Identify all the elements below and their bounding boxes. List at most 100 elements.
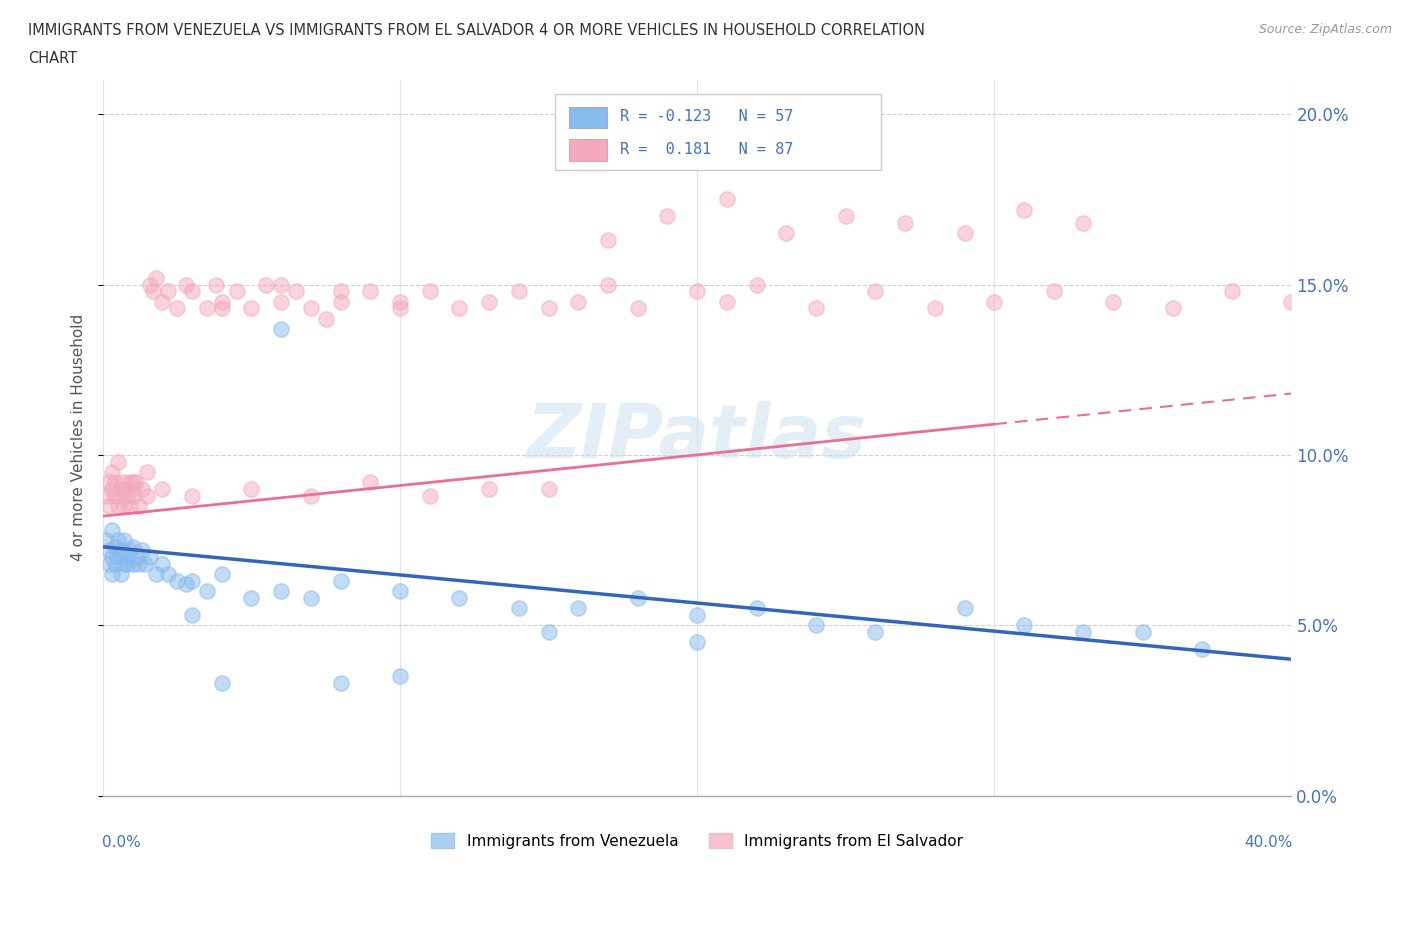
Point <box>121 482 143 497</box>
Point <box>270 584 292 599</box>
Point <box>112 556 135 571</box>
Point <box>1073 625 1095 640</box>
Point <box>657 209 679 224</box>
Text: R =  0.181   N = 87: R = 0.181 N = 87 <box>620 142 793 157</box>
Point <box>174 277 197 292</box>
Point <box>240 301 263 316</box>
Point <box>299 591 322 605</box>
Point <box>211 301 233 316</box>
Point <box>94 533 117 548</box>
Point <box>97 498 120 513</box>
Point <box>166 574 188 589</box>
Point <box>359 474 381 489</box>
FancyBboxPatch shape <box>569 107 607 128</box>
Point <box>537 625 560 640</box>
Point <box>240 482 263 497</box>
Point <box>181 284 204 299</box>
Point <box>953 226 976 241</box>
Point <box>329 574 352 589</box>
Point <box>124 474 146 489</box>
Point <box>110 566 132 581</box>
Point <box>104 539 127 554</box>
Point <box>1012 618 1035 632</box>
Point <box>359 284 381 299</box>
Point <box>686 607 709 622</box>
Point <box>101 523 124 538</box>
Point <box>716 294 738 309</box>
Point <box>1132 625 1154 640</box>
Point <box>211 294 233 309</box>
Point <box>983 294 1005 309</box>
Point <box>112 533 135 548</box>
Point <box>150 294 173 309</box>
Point <box>145 271 167 286</box>
Point <box>107 533 129 548</box>
Point <box>145 566 167 581</box>
Point <box>270 322 292 337</box>
Point <box>686 284 709 299</box>
Point <box>270 294 292 309</box>
Point <box>101 464 124 479</box>
Point <box>894 216 917 231</box>
Point <box>97 474 120 489</box>
Point <box>107 498 129 513</box>
Point <box>299 488 322 503</box>
Point <box>596 277 619 292</box>
Point <box>389 301 412 316</box>
Point <box>115 482 138 497</box>
Point <box>835 209 858 224</box>
Point <box>195 301 218 316</box>
Point <box>195 584 218 599</box>
Point <box>225 284 247 299</box>
Point <box>101 482 124 497</box>
Point <box>118 543 141 558</box>
Point <box>131 482 153 497</box>
Point <box>537 482 560 497</box>
Point <box>136 464 159 479</box>
Point <box>1042 284 1064 299</box>
Point <box>139 550 162 565</box>
Point <box>419 488 441 503</box>
Point <box>142 284 165 299</box>
Point <box>329 284 352 299</box>
Point <box>150 556 173 571</box>
Point <box>94 488 117 503</box>
Point <box>449 591 471 605</box>
Point <box>211 566 233 581</box>
Point <box>508 601 530 616</box>
Text: 40.0%: 40.0% <box>1244 835 1292 850</box>
Point <box>627 591 650 605</box>
Y-axis label: 4 or more Vehicles in Household: 4 or more Vehicles in Household <box>72 314 86 562</box>
Point <box>110 488 132 503</box>
Point <box>115 488 138 503</box>
Point <box>775 226 797 241</box>
Point <box>115 550 138 565</box>
Point <box>1281 294 1303 309</box>
Point <box>686 635 709 650</box>
Point <box>110 482 132 497</box>
Point <box>419 284 441 299</box>
Point <box>107 550 129 565</box>
Point <box>389 584 412 599</box>
Point <box>121 488 143 503</box>
Text: R = -0.123   N = 57: R = -0.123 N = 57 <box>620 109 793 124</box>
Point <box>745 601 768 616</box>
Point <box>285 284 308 299</box>
Point <box>124 550 146 565</box>
Text: ZIPatlas: ZIPatlas <box>527 402 868 474</box>
Point <box>627 301 650 316</box>
Point <box>157 284 180 299</box>
Point <box>166 301 188 316</box>
Point <box>537 301 560 316</box>
Point <box>112 474 135 489</box>
Point <box>157 566 180 581</box>
Point <box>270 277 292 292</box>
Point <box>865 284 887 299</box>
Point <box>567 601 589 616</box>
Point <box>804 301 827 316</box>
Point <box>389 294 412 309</box>
Point <box>131 543 153 558</box>
Point <box>139 277 162 292</box>
Point <box>804 618 827 632</box>
Point <box>1161 301 1184 316</box>
